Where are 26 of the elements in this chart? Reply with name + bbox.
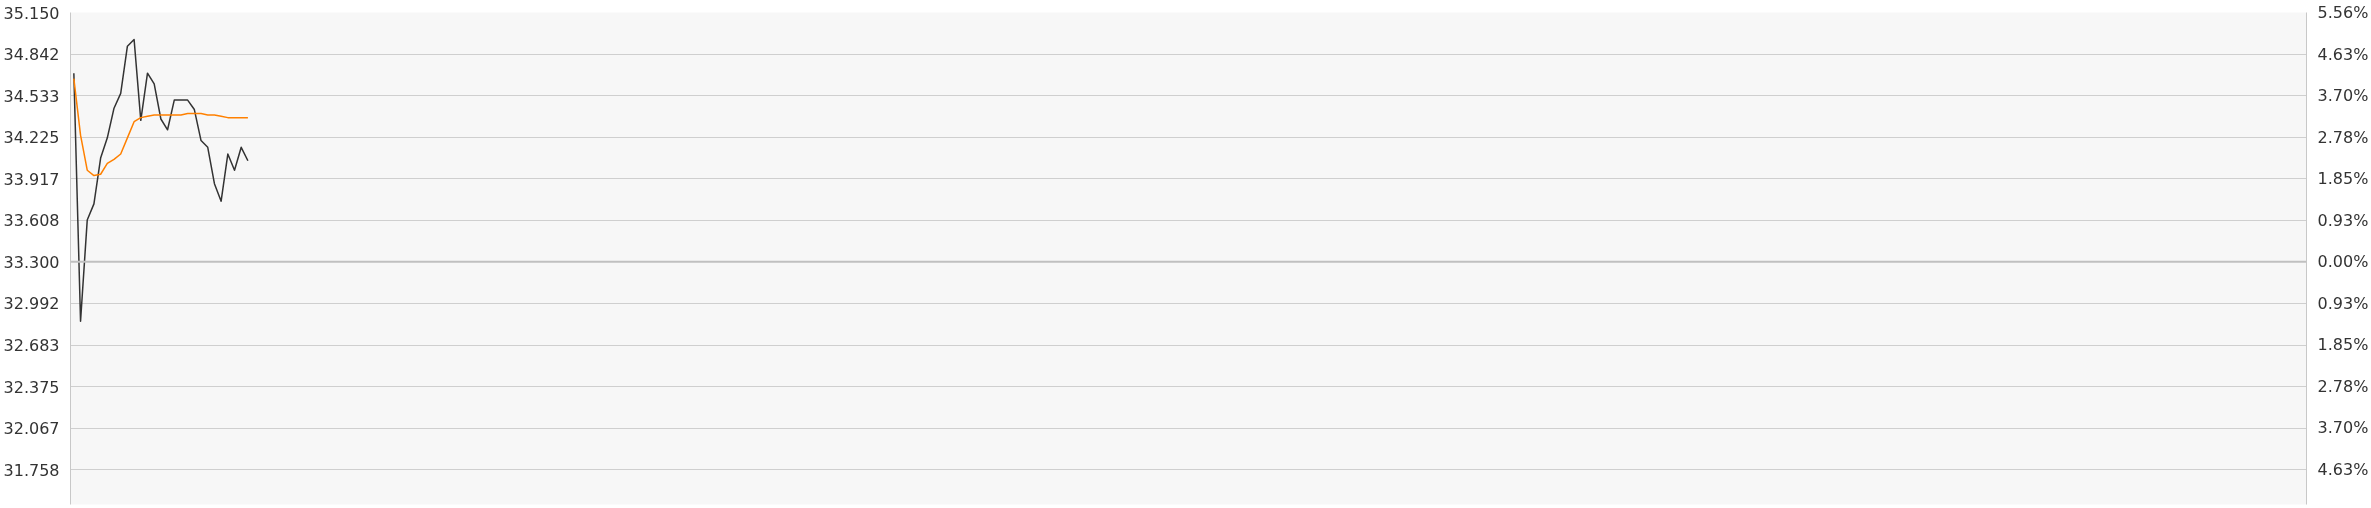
y2-tick-label: 3.70% [2317,418,2369,438]
y-tick-label: 32.683 [3,336,60,356]
y2-tick-label: 1.85% [2317,335,2369,355]
y-tick-label: 32.375 [3,377,60,397]
y-tick-label: 32.992 [3,294,60,314]
y-tick-label: 34.225 [3,128,60,148]
y2-tick-label: 1.85% [2317,169,2369,189]
y2-tick-label: 0.00% [2317,252,2369,272]
y-tick-label: 34.533 [3,86,60,106]
y2-tick-label: 0.93% [2317,294,2369,314]
line-series [73,38,249,322]
y-tick-label: 31.758 [3,460,60,480]
y2-tick-label: 2.78% [2317,127,2369,147]
y2-tick-label: 2.78% [2317,377,2369,397]
y-tick-label: 32.067 [3,419,60,439]
y-tick-label: 33.608 [3,211,60,231]
y2-tick-label: 0.93% [2317,210,2369,230]
y-tick-label: 33.300 [3,252,60,272]
line-series [73,77,249,177]
y2-tick-label: 5.56% [2317,3,2369,22]
y2-tick-label: 3.70% [2317,86,2369,106]
y-tick-label: 35.150 [3,3,60,23]
y-tick-label: 34.842 [3,45,60,65]
y2-tick-label: 4.63% [2317,460,2369,480]
y-tick-label: 33.917 [3,169,60,189]
y2-tick-label: 4.63% [2317,44,2369,64]
